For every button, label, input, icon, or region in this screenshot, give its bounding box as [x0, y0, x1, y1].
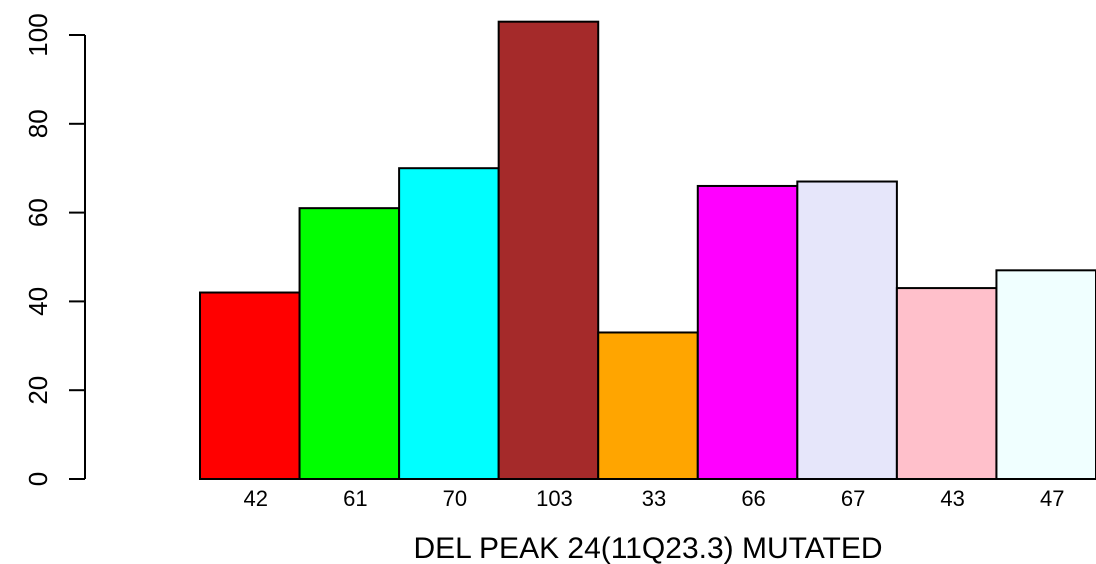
- y-tick-label: 40: [23, 287, 53, 316]
- x-category-label: 42: [244, 486, 268, 511]
- x-category-label: 43: [940, 486, 964, 511]
- bar-42: [199, 291, 301, 480]
- bar-103: [497, 20, 600, 481]
- x-axis-title: DEL PEAK 24(11Q23.3) MUTATED: [413, 532, 882, 564]
- x-category-label: 70: [443, 486, 467, 511]
- y-tick-label: 80: [23, 109, 53, 138]
- bar-47: [995, 269, 1096, 480]
- bar-66: [696, 184, 799, 481]
- x-category-label: 33: [642, 486, 666, 511]
- bar-labels: 42 61 70 103 33 66 67 43 47: [244, 486, 1065, 511]
- bars: [199, 20, 1096, 481]
- bar-67: [796, 180, 898, 481]
- y-axis: 0 20 40 60 80 100: [23, 13, 86, 486]
- y-tick-label: 20: [23, 376, 53, 405]
- y-tick-label: 60: [23, 198, 53, 227]
- bar-70: [398, 167, 500, 480]
- y-tick-label: 100: [23, 13, 53, 56]
- x-category-label: 103: [536, 486, 573, 511]
- x-category-label: 66: [741, 486, 765, 511]
- y-tick-label: 0: [23, 472, 53, 486]
- x-category-label: 67: [841, 486, 865, 511]
- bar-61: [298, 207, 401, 480]
- x-category-label: 47: [1040, 486, 1064, 511]
- bar-43: [895, 287, 998, 480]
- x-category-label: 61: [343, 486, 367, 511]
- bar-33: [597, 331, 699, 481]
